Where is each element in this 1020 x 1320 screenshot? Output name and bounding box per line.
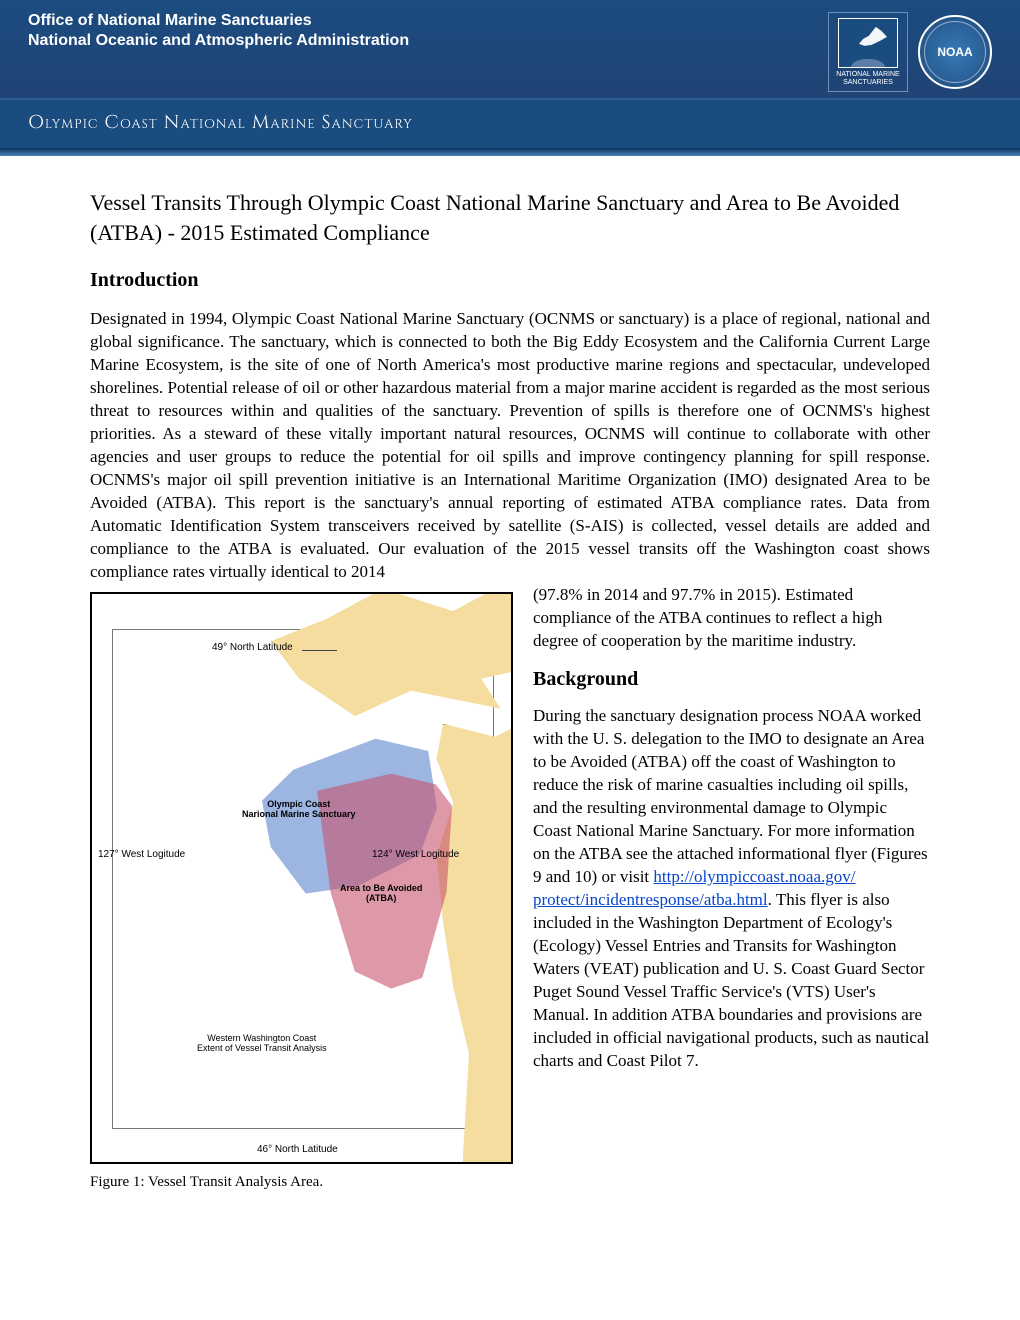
org-line-2: National Oceanic and Atmospheric Adminis… xyxy=(28,32,409,50)
map-diagram: 49° North Latitude 127° West Logitude 12… xyxy=(90,592,513,1164)
leader-49n xyxy=(302,650,337,651)
label-sanctuary-l1: Olympic Coast xyxy=(267,799,330,809)
label-atba-l1: Area to Be Avoided xyxy=(340,883,422,893)
label-extent-l2: Extent of Vessel Transit Analysis xyxy=(197,1043,327,1053)
noaa-logo-text: NOAA xyxy=(937,45,972,59)
intro-paragraph: Designated in 1994, Olympic Coast Nation… xyxy=(90,308,930,583)
introduction-heading: Introduction xyxy=(90,269,930,292)
logo-group: NATIONAL MARINE SANCTUARIES NOAA xyxy=(828,12,992,92)
sanctuary-logo: NATIONAL MARINE SANCTUARIES xyxy=(828,12,908,92)
whale-tail-icon xyxy=(838,18,898,68)
header-stripe xyxy=(0,148,1020,156)
label-sanctuary: Olympic Coast Narional Marine Sanctuary xyxy=(242,800,356,820)
label-atba: Area to Be Avoided (ATBA) xyxy=(340,884,422,904)
noaa-logo: NOAA xyxy=(918,15,992,89)
header-banner-title: Olympic Coast National Marine Sanctuary xyxy=(0,98,1020,148)
background-text-pre: During the sanctuary designation process… xyxy=(533,706,928,886)
header-top-row: Office of National Marine Sanctuaries Na… xyxy=(0,0,1020,98)
label-124w: 124° West Logitude xyxy=(372,849,459,860)
header-org-text: Office of National Marine Sanctuaries Na… xyxy=(28,12,409,50)
document-title: Vessel Transits Through Olympic Coast Na… xyxy=(90,188,930,247)
sanctuary-logo-label: NATIONAL MARINE SANCTUARIES xyxy=(829,71,907,86)
label-extent-l1: Western Washington Coast xyxy=(207,1033,316,1043)
label-sanctuary-l2: Narional Marine Sanctuary xyxy=(242,809,356,819)
label-46n: 46° North Latitude xyxy=(257,1144,338,1155)
label-extent: Western Washington Coast Extent of Vesse… xyxy=(197,1034,327,1054)
figure-1-caption: Figure 1: Vessel Transit Analysis Area. xyxy=(90,1174,513,1191)
wrapped-body: 49° North Latitude 127° West Logitude 12… xyxy=(90,584,930,1191)
page-header: Office of National Marine Sanctuaries Na… xyxy=(0,0,1020,156)
document-body: Vessel Transits Through Olympic Coast Na… xyxy=(0,156,1020,1231)
org-line-1: Office of National Marine Sanctuaries xyxy=(28,12,409,30)
label-49n: 49° North Latitude xyxy=(212,642,293,653)
figure-1: 49° North Latitude 127° West Logitude 12… xyxy=(90,592,513,1191)
background-text-post: . This flyer is also included in the Was… xyxy=(533,890,929,1070)
label-atba-l2: (ATBA) xyxy=(366,893,396,903)
label-127w: 127° West Logitude xyxy=(98,849,185,860)
